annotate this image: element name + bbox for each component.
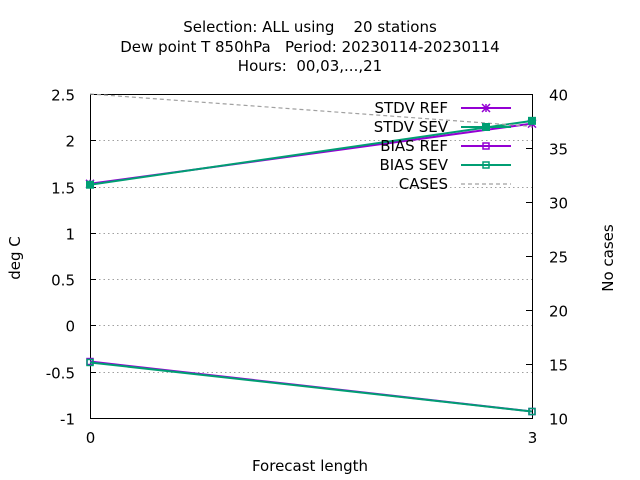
y-tick-label: 2 — [65, 133, 75, 151]
square-marker — [482, 123, 490, 131]
legend-label: STDV SEV — [374, 118, 449, 136]
y2-tick-label: 35 — [549, 141, 568, 159]
y-axis-label: deg C — [6, 236, 24, 280]
y-tick-label: 1.5 — [51, 180, 75, 198]
legend-label: BIAS REF — [380, 137, 448, 155]
square-marker — [528, 116, 536, 125]
y-tick-label: 2.5 — [51, 87, 75, 105]
y-tick-label: 0 — [65, 318, 75, 336]
y2-tick-label: 10 — [549, 411, 568, 429]
x-tick-label: 0 — [86, 429, 96, 447]
legend-label: CASES — [399, 175, 448, 193]
chart-title-line-1: Selection: ALL using 20 stations — [183, 18, 437, 36]
open-square-marker — [482, 161, 490, 169]
open-square-marker — [482, 142, 490, 150]
x-tick-label: 3 — [528, 429, 538, 447]
y-tick-label: -0.5 — [46, 365, 75, 383]
x-axis-label: Forecast length — [252, 457, 368, 475]
plot-border — [90, 94, 533, 419]
star-marker — [481, 103, 491, 113]
y-tick-label: -1 — [60, 411, 75, 429]
open-square-marker — [528, 407, 536, 416]
series-line-cases — [89, 93, 533, 127]
square-marker — [86, 180, 94, 189]
y2-axis-label: No cases — [599, 224, 617, 292]
chart-title-line-3: Hours: 00,03,...,21 — [238, 57, 382, 75]
y2-tick-label: 15 — [549, 357, 568, 375]
chart-title-line-2: Dew point T 850hPa Period: 20230114-2023… — [120, 38, 499, 56]
series-line-bias-sev — [89, 361, 533, 413]
y2-tick-label: 25 — [549, 249, 568, 267]
legend-label: STDV REF — [374, 99, 448, 117]
y2-tick-label: 30 — [549, 195, 568, 213]
series-line-stdv-sev — [89, 119, 533, 186]
y-tick-label: 1 — [65, 226, 75, 244]
y2-tick-label: 20 — [549, 303, 568, 321]
y-tick-label: 0.5 — [51, 272, 75, 290]
y2-tick-label: 40 — [549, 87, 568, 105]
open-square-marker — [86, 358, 94, 367]
legend-label: BIAS SEV — [379, 156, 448, 174]
